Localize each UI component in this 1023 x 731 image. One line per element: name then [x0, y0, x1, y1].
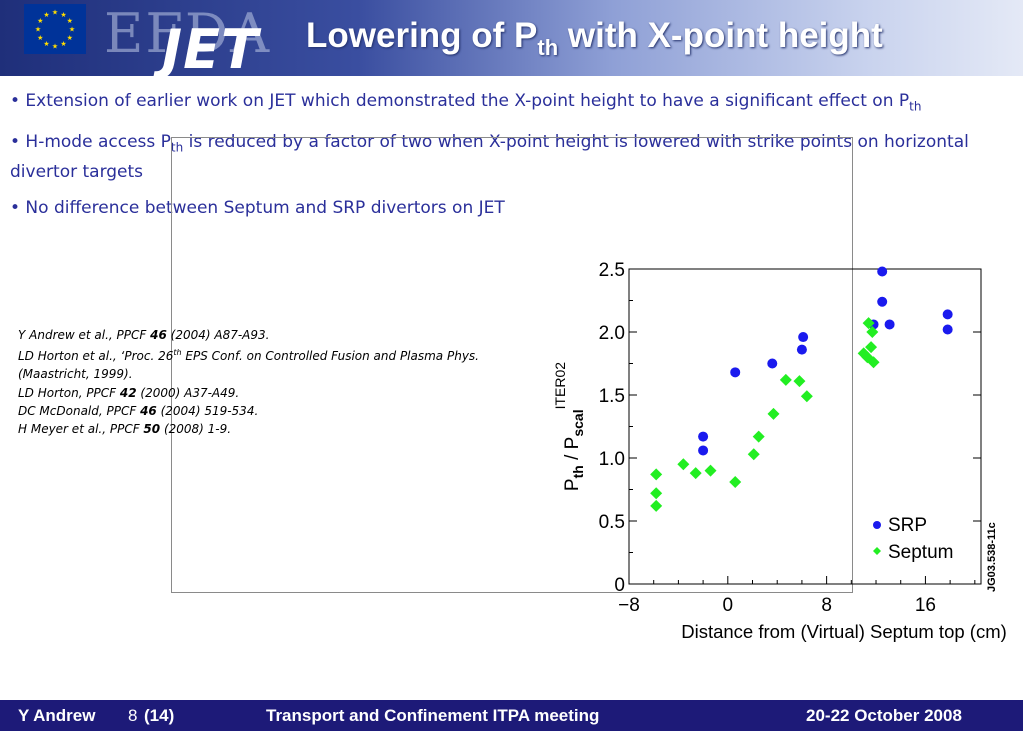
septum-data-point [650, 487, 663, 500]
flag-star-icon: ★ [43, 40, 49, 48]
srp-data-point [767, 358, 778, 369]
y-axis-label-text: Pth / PscalITER02 [552, 362, 586, 491]
bullet-item: • No difference between Septum and SRP d… [10, 197, 505, 218]
efda-logo: EFDA [104, 2, 272, 65]
srp-data-point [942, 309, 953, 320]
reference-item: Y Andrew et al., PPCF 46 (2004) A87-A93. [18, 328, 270, 342]
septum-data-point [689, 467, 702, 480]
y-tick-label: 0.5 [599, 512, 625, 533]
septum-data-point [650, 468, 663, 481]
bullet-item: • Extension of earlier work on JET which… [10, 91, 922, 114]
y-tick-label: 1.5 [599, 386, 625, 407]
footer-author: Y Andrew [18, 706, 96, 725]
srp-data-point [698, 431, 709, 442]
footer-bar: Y Andrew 8 (14) Transport and Confinemen… [0, 700, 1023, 731]
septum-data-point [861, 351, 874, 364]
plot-frame [628, 268, 982, 585]
septum-data-point [650, 499, 663, 512]
slide-title: Lowering of Pth with X-point height [306, 16, 883, 60]
x-axis-label: Distance from (Virtual) Septum top (cm) [681, 621, 1007, 642]
septum-data-point [867, 356, 880, 369]
reference-item: LD Horton, PPCF 42 (2000) A37-A49. [18, 385, 240, 400]
septum-data-point [729, 475, 742, 488]
y-tick-label: 2.5 [599, 260, 625, 281]
legend-srp-label: SRP [888, 515, 927, 536]
flag-star-icon: ★ [43, 11, 49, 19]
flag-star-icon: ★ [67, 34, 73, 42]
jet-logo: JET [162, 18, 259, 76]
scatter-chart: Pth / PscalITER02 00.51.01.52.02.5−8 0 8 16… [552, 260, 1007, 642]
septum-data-point [704, 464, 717, 477]
flag-star-icon: ★ [37, 17, 43, 25]
x-tick-label: 8 [821, 595, 832, 616]
footer-page-number: 8 [128, 706, 138, 725]
septum-data-point [866, 326, 879, 338]
flag-star-icon: ★ [69, 26, 75, 34]
srp-data-point [942, 324, 953, 335]
flag-star-icon: ★ [60, 11, 66, 19]
flag-star-icon: ★ [67, 17, 73, 25]
reference-item: H Meyer et al., PPCF 50 (2008) 1-9. [18, 422, 232, 437]
figure-id: JG03.538-11c [986, 522, 998, 592]
legend-srp-marker [873, 521, 881, 529]
footer-meeting: Transport and Confinement ITPA meeting [266, 706, 600, 725]
header-banner: ★ ★ ★ ★ ★ ★ ★ ★ ★ ★ ★ ★ EFDA JET Lowering of Pth wi… [0, 0, 1023, 76]
footer-page-total: (14) [144, 706, 175, 725]
septum-data-point [779, 373, 792, 386]
x-tick-label: 16 [915, 595, 936, 616]
reference-item: LD Horton et al., ‘Proc. 26th EPS Conf. … [18, 348, 479, 364]
references: Y Andrew et al., PPCF 46 (2004) A87-A93.… [18, 326, 479, 438]
srp-data-point [730, 367, 741, 378]
srp-data-point [884, 319, 895, 330]
eu-flag-icon: ★ ★★★★★★★★★★★ [24, 4, 86, 54]
footer-date: 20-22 October 2008 [806, 706, 962, 725]
y-axis-label: Pth / PscalITER02 [552, 362, 586, 491]
x-tick-label: 0 [723, 595, 734, 616]
y-tick-label: 1.0 [599, 449, 625, 470]
septum-data-point [752, 430, 765, 443]
legend-septum-marker [873, 547, 881, 555]
septum-data-point [800, 390, 813, 403]
septum-data-point [862, 317, 875, 330]
septum-data-point [747, 448, 760, 461]
flag-star-icon: ★ [37, 34, 43, 42]
flag-star-icon: ★ [60, 40, 66, 48]
x-tick-label: −8 [618, 595, 640, 616]
srp-data-point [798, 332, 809, 343]
embedded-frame [171, 137, 853, 593]
srp-data-point [877, 266, 888, 277]
srp-data-point [698, 445, 709, 456]
reference-item: DC McDonald, PPCF 46 (2004) 519-534. [18, 403, 259, 418]
srp-data-point [796, 344, 807, 355]
srp-data-point [877, 296, 888, 307]
septum-data-point [767, 407, 780, 420]
septum-data-point [793, 375, 806, 388]
legend-septum-label: Septum [888, 542, 953, 563]
septum-data-point [677, 458, 690, 471]
y-tick-label: 2.0 [599, 323, 625, 344]
septum-data-point [865, 341, 878, 354]
y-tick-label: 0 [614, 575, 625, 596]
reference-item: (Maastricht, 1999). [18, 367, 133, 382]
flag-star-icon: ★ [52, 43, 58, 51]
flag-star-icon: ★ [52, 9, 58, 17]
flag-star-icon: ★ [35, 26, 41, 34]
